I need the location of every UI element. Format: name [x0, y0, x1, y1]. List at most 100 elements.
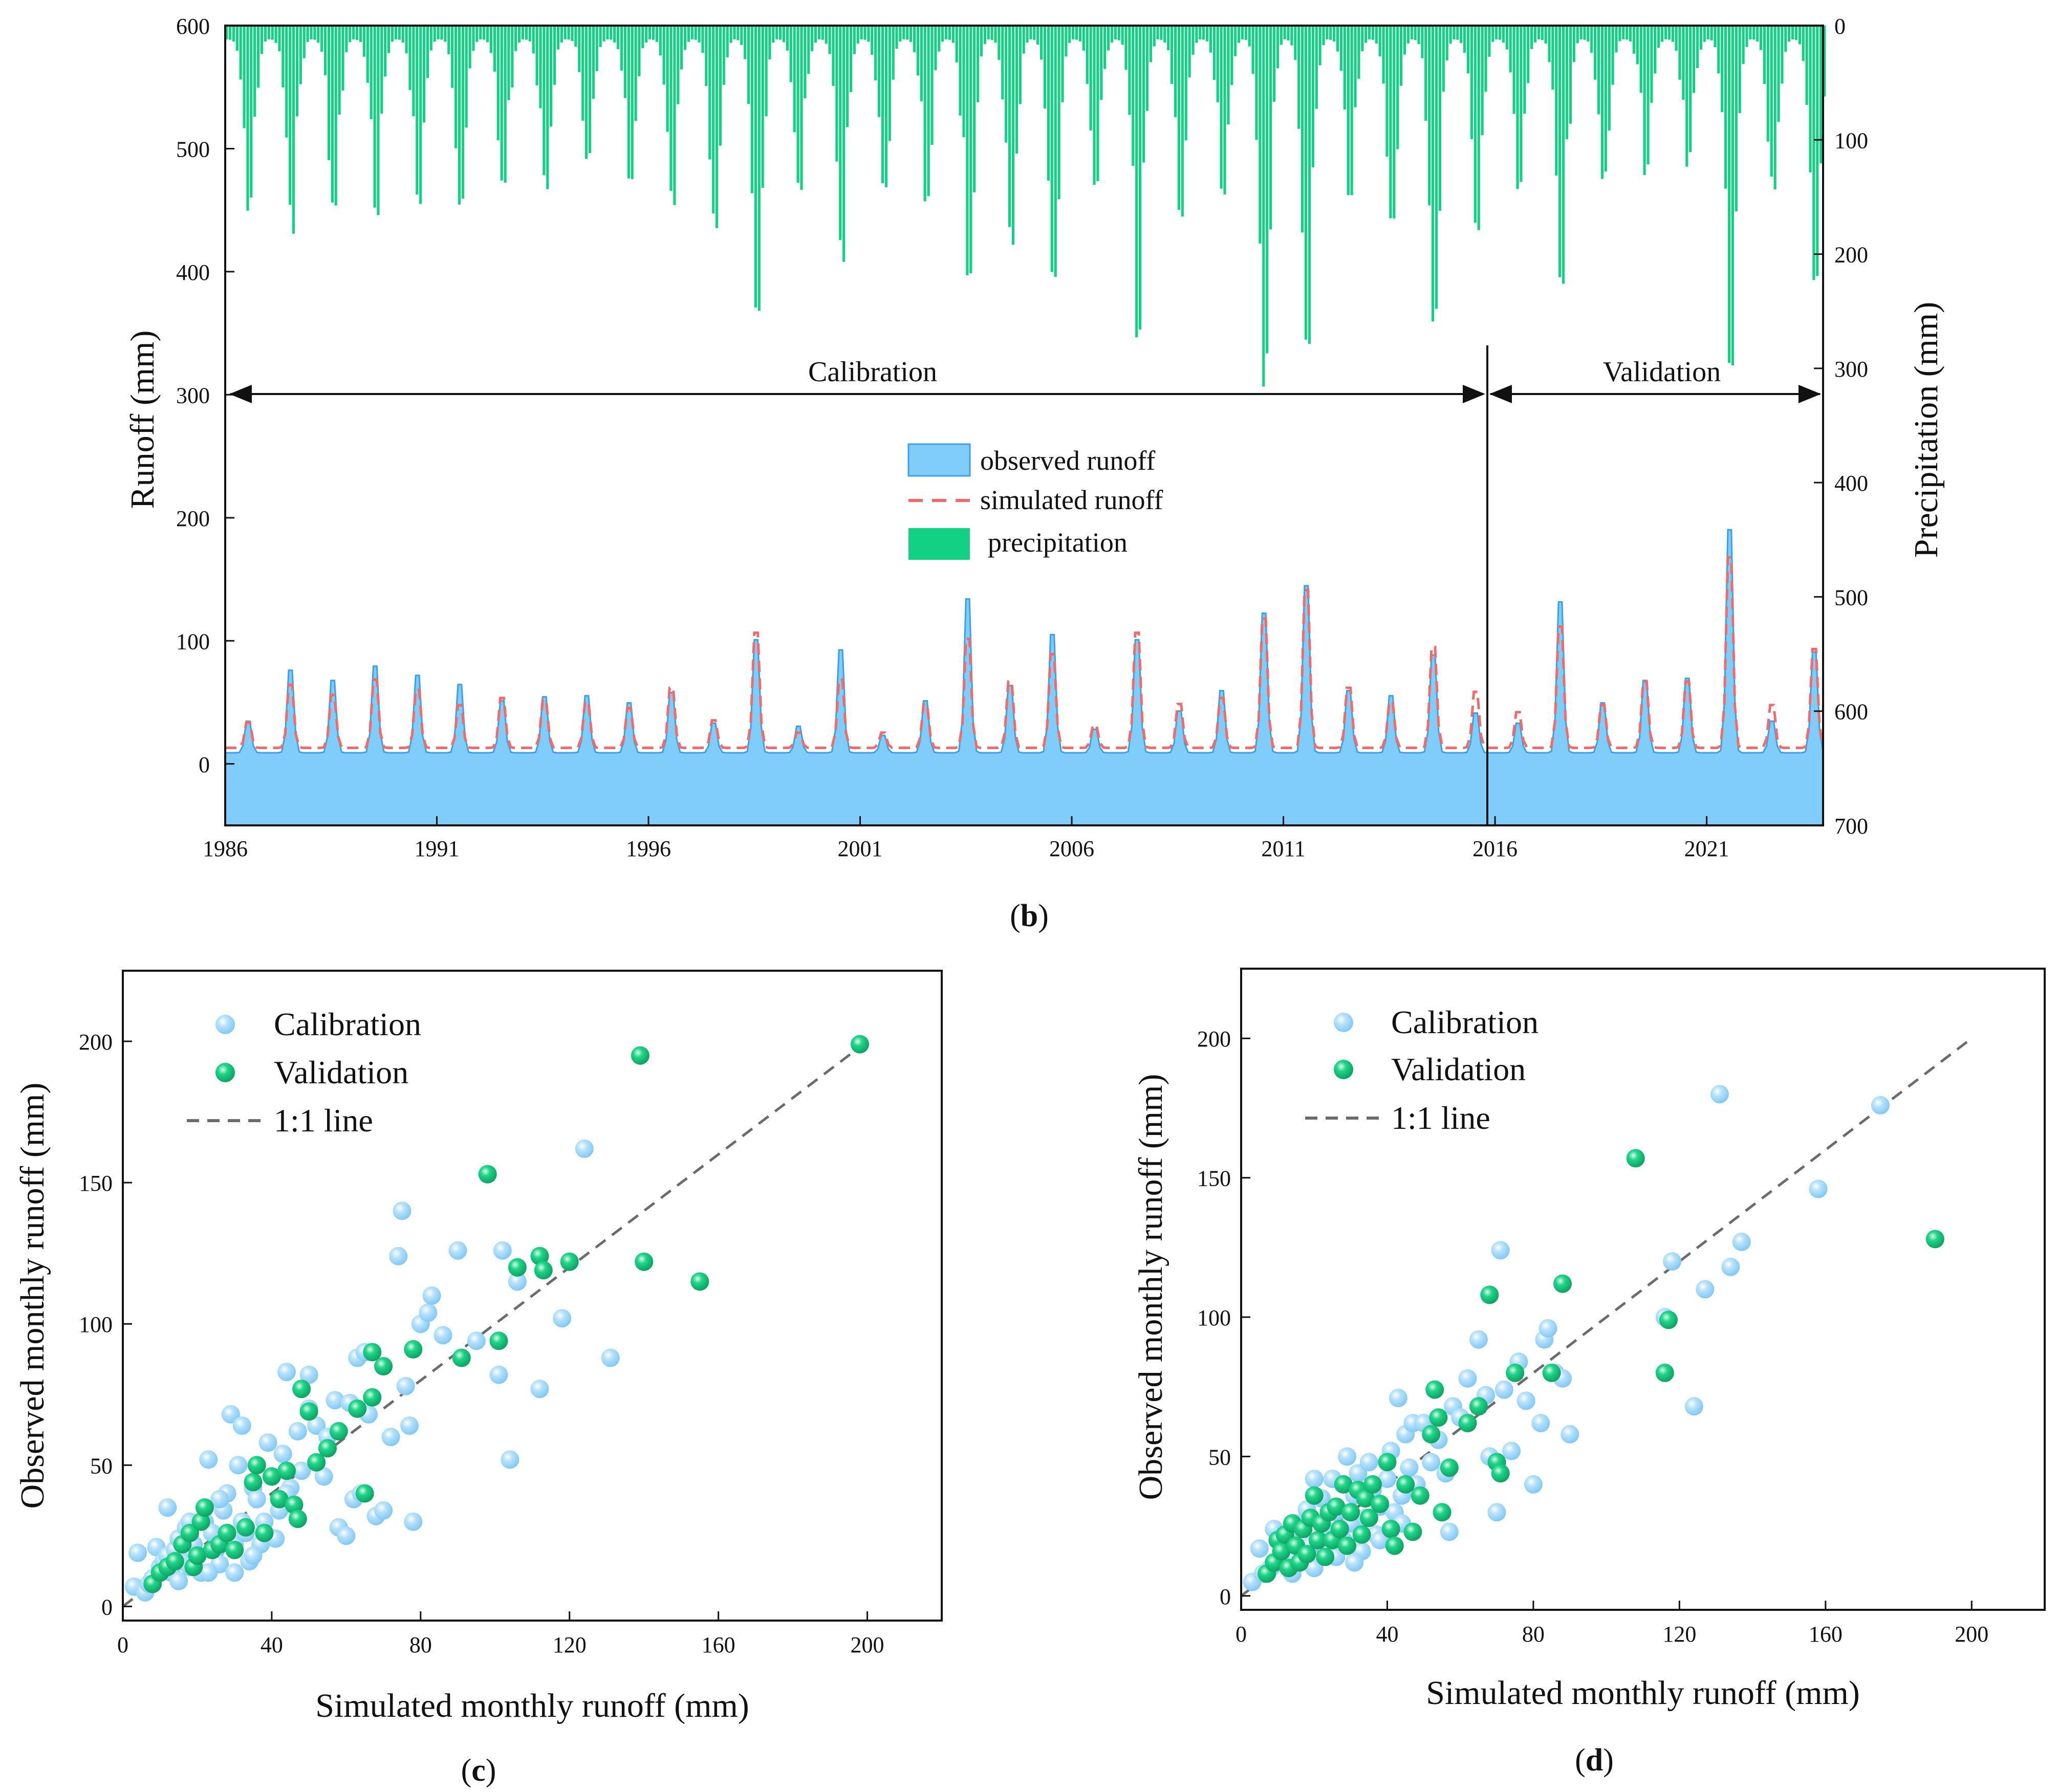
precipitation-bar: [973, 26, 976, 192]
precipitation-bar: [934, 26, 937, 71]
precipitation-bar: [627, 26, 630, 179]
validation-point: [355, 1484, 374, 1503]
validation-point: [255, 1523, 274, 1542]
precipitation-bar: [1777, 26, 1780, 122]
validation-point: [262, 1467, 281, 1486]
validation-point: [188, 1546, 207, 1565]
precipitation-bar: [1537, 26, 1540, 39]
precipitation-bar: [1132, 26, 1135, 166]
precipitation-bar: [373, 26, 376, 208]
precipitation-bar: [243, 26, 246, 128]
precipitation-bar: [1527, 26, 1530, 83]
validation-point: [1327, 1497, 1346, 1516]
calibration-point: [1663, 1252, 1682, 1271]
x-axis-ticks-d: 0 40 80 120 160 200: [1236, 1601, 1988, 1647]
precipitation-bar: [1710, 26, 1713, 40]
precipitation-bar: [592, 26, 595, 99]
validation-point: [1433, 1503, 1452, 1522]
x-tick-label: 120: [553, 1632, 587, 1657]
precipitation-bar: [648, 26, 652, 39]
precipitation-bar: [518, 26, 521, 43]
precipitation-bar: [1678, 26, 1681, 80]
calibration-point: [601, 1348, 620, 1367]
precipitation-bar: [740, 26, 743, 45]
precipitation-bar: [638, 26, 641, 76]
precipitation-bar: [719, 26, 722, 146]
legend-c: Calibration Validation 1:1 line: [187, 1006, 421, 1139]
precipitation-bar: [1756, 26, 1759, 42]
y-left-tick-label: 200: [176, 506, 210, 531]
legend-calibration-label: Calibration: [274, 1006, 421, 1042]
precipitation-bar: [881, 26, 884, 184]
validation-point: [288, 1510, 307, 1528]
validation-point: [1422, 1425, 1441, 1444]
calibration-point: [1684, 1397, 1703, 1416]
precipitation-bar: [768, 26, 771, 59]
y-tick-label: 150: [79, 1171, 113, 1196]
precipitation-bar: [807, 26, 810, 74]
validation-point: [851, 1035, 869, 1054]
precipitation-bar: [1054, 26, 1057, 277]
precipitation-bar: [1474, 26, 1477, 223]
precipitation-bar: [1304, 26, 1308, 340]
precipitation-bar: [433, 26, 436, 42]
precipitation-bar: [1011, 26, 1015, 245]
precipitation-bar: [235, 26, 239, 51]
precipitation-bar: [1171, 26, 1174, 84]
precipitation-bar: [1696, 26, 1699, 69]
calibration-point: [389, 1247, 408, 1265]
precipitation-bar: [232, 26, 235, 42]
precipitation-bar: [659, 26, 662, 56]
validation-point: [1925, 1230, 1944, 1249]
precipitation-bar: [595, 26, 598, 71]
validation-point: [560, 1252, 579, 1271]
precipitation-bar: [483, 26, 486, 40]
precipitation-bar: [387, 26, 391, 53]
validation-point: [363, 1343, 382, 1362]
legend-validation-label: Validation: [1391, 1051, 1526, 1087]
precipitation-bar: [1339, 26, 1342, 71]
precipitation-bar: [874, 26, 877, 81]
legend-calibration-marker: [215, 1015, 235, 1034]
calibration-point: [326, 1391, 344, 1410]
calibration-point: [337, 1526, 356, 1545]
validation-point: [363, 1388, 382, 1407]
precipitation-bar: [1005, 26, 1008, 143]
precipitation-bar: [556, 26, 559, 50]
precipitation-bar: [1100, 26, 1103, 100]
validation-points: [1258, 1149, 1944, 1583]
legend-d: Calibration Validation 1:1 line: [1305, 1004, 1539, 1136]
precipitation-bar: [1661, 26, 1664, 42]
precipitation-bar: [1315, 26, 1318, 109]
x-tick-label: 80: [409, 1632, 432, 1657]
x-tick-label: 2001: [838, 836, 883, 861]
precipitation-bar: [1453, 26, 1456, 39]
precipitation-bar: [1615, 26, 1618, 53]
precipitation-bar: [860, 26, 863, 39]
precipitation-bar: [578, 26, 581, 72]
precipitation-bar: [1449, 26, 1452, 44]
precipitation-bar: [419, 26, 422, 204]
precipitation-bar: [1311, 26, 1314, 168]
precipitation-bar: [1145, 26, 1149, 111]
validation-point: [1542, 1363, 1561, 1382]
calibration-point: [1487, 1503, 1506, 1522]
y-left-tick-label: 500: [176, 137, 210, 162]
precipitation-bar: [793, 26, 796, 133]
validation-point: [1371, 1495, 1390, 1513]
validation-point: [180, 1523, 199, 1542]
one-to-one-line: [122, 1040, 869, 1608]
precipitation-bar: [944, 26, 948, 39]
y-axis-ticks-c: 0 50 100 150 200: [79, 1030, 132, 1620]
precipitation-bar: [690, 26, 694, 39]
validation-point: [1440, 1458, 1459, 1477]
precipitation-bar: [1192, 26, 1195, 55]
legend-simulated-label: simulated runoff: [980, 485, 1163, 515]
precipitation-bar: [733, 26, 736, 39]
validation-point: [1297, 1545, 1316, 1563]
x-tick-label: 1986: [203, 836, 248, 861]
precipitation-bar: [398, 26, 401, 40]
precipitation-bar: [698, 26, 701, 42]
precipitation-bar: [962, 26, 965, 138]
precipitation-bar: [585, 26, 588, 159]
